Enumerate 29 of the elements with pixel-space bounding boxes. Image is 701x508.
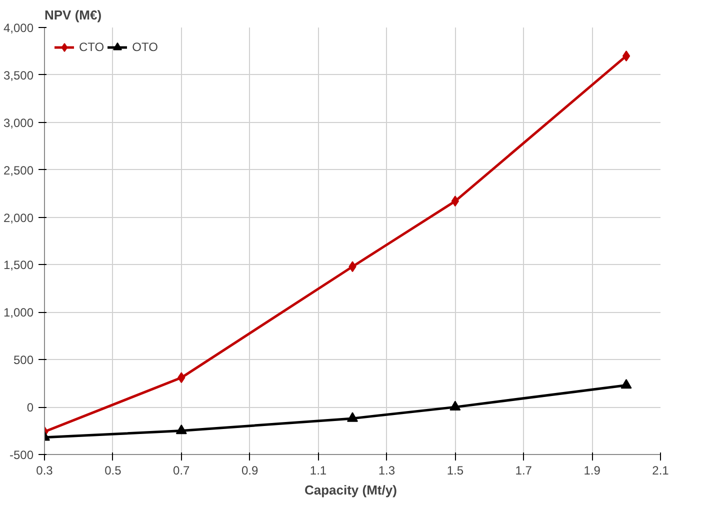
x-tick-label: 1.7	[515, 464, 532, 478]
y-tick-label: 3,000	[3, 116, 34, 130]
x-tick-label: 1.9	[584, 464, 601, 478]
x-axis-title: Capacity (Mt/y)	[304, 482, 397, 498]
y-tick-label: 500	[13, 353, 34, 368]
x-tick-label: 1.5	[446, 464, 464, 478]
legend-label: CTO	[79, 40, 104, 54]
point	[347, 412, 358, 422]
y-tick-label: 1,000	[3, 306, 34, 320]
y-tick-label: -500	[9, 448, 34, 462]
point	[450, 400, 461, 410]
x-tick-label: 0.9	[241, 464, 258, 478]
y-tick-label: 2,000	[3, 210, 34, 225]
x-tick-label: 0.3	[36, 464, 54, 478]
y-axis-title: NPV (M€)	[44, 8, 102, 22]
x-tick-label: 0.5	[104, 464, 122, 478]
y-tick-label: 3,500	[3, 68, 34, 82]
x-tick-label: 2.1	[652, 464, 670, 478]
y-tick-label: 4,000	[3, 21, 34, 35]
point	[622, 50, 630, 62]
legend-label: OTO	[132, 40, 158, 54]
x-tick-label: 1.3	[378, 464, 396, 478]
y-tick-label: 2,500	[3, 163, 34, 178]
y-tick-label: 0	[26, 400, 34, 415]
x-tick-label: 0.7	[173, 464, 190, 478]
point	[620, 378, 632, 389]
y-tick-label: 1,500	[3, 258, 34, 272]
x-tick-label: 1.1	[310, 464, 327, 478]
point	[176, 424, 187, 434]
